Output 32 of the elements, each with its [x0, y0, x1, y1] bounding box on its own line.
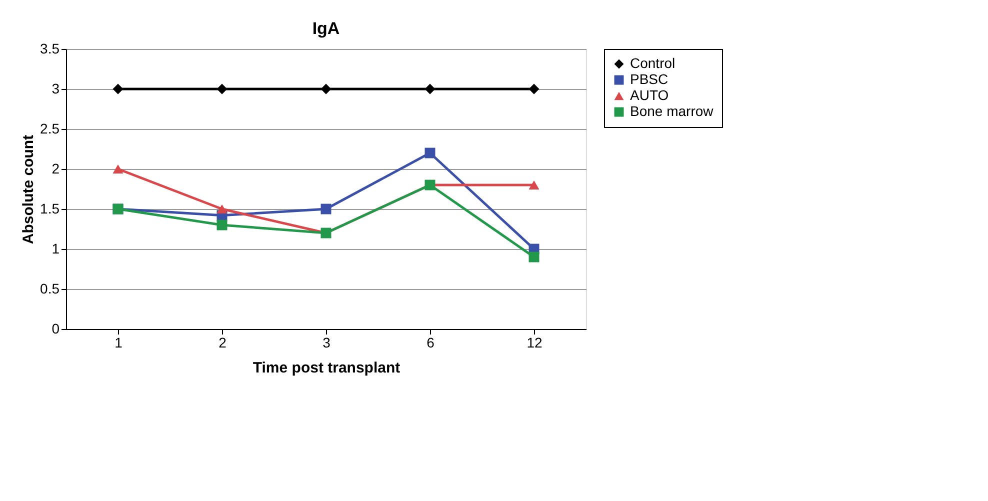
- point: [216, 204, 228, 214]
- point: [216, 84, 228, 94]
- point: [528, 180, 540, 190]
- legend-label: AUTO: [630, 87, 669, 103]
- point: [112, 164, 124, 174]
- point: [112, 84, 124, 94]
- chart-title: IgA: [312, 19, 340, 38]
- point: [528, 84, 540, 94]
- x-tick-label: 12: [526, 334, 542, 350]
- y-tick-label: 1: [52, 240, 60, 256]
- y-tick-label: 3.5: [40, 40, 60, 56]
- x-tick-label: 3: [322, 334, 331, 350]
- x-tick-label: 6: [426, 334, 435, 350]
- legend-label: PBSC: [630, 71, 668, 87]
- y-tick-label: 0.5: [40, 280, 60, 296]
- y-tick-label: 3: [52, 80, 60, 96]
- y-axis-title: Absolute count: [20, 134, 38, 244]
- y-tick-label: 0: [52, 320, 60, 336]
- legend-label: Control: [630, 55, 676, 71]
- x-axis-title: Time post transplant: [252, 360, 400, 376]
- point: [424, 148, 436, 158]
- point: [528, 252, 540, 262]
- point: [320, 204, 332, 214]
- x-tick-label: 1: [114, 334, 123, 350]
- y-tick-label: 2.5: [40, 120, 60, 136]
- y-tick-label: 2: [52, 160, 60, 176]
- point: [216, 220, 228, 230]
- y-tick-label: 1.5: [40, 200, 60, 216]
- x-tick-label: 2: [218, 334, 227, 350]
- legend-label: Bone marrow: [630, 103, 714, 119]
- point: [424, 84, 436, 94]
- point: [320, 84, 332, 94]
